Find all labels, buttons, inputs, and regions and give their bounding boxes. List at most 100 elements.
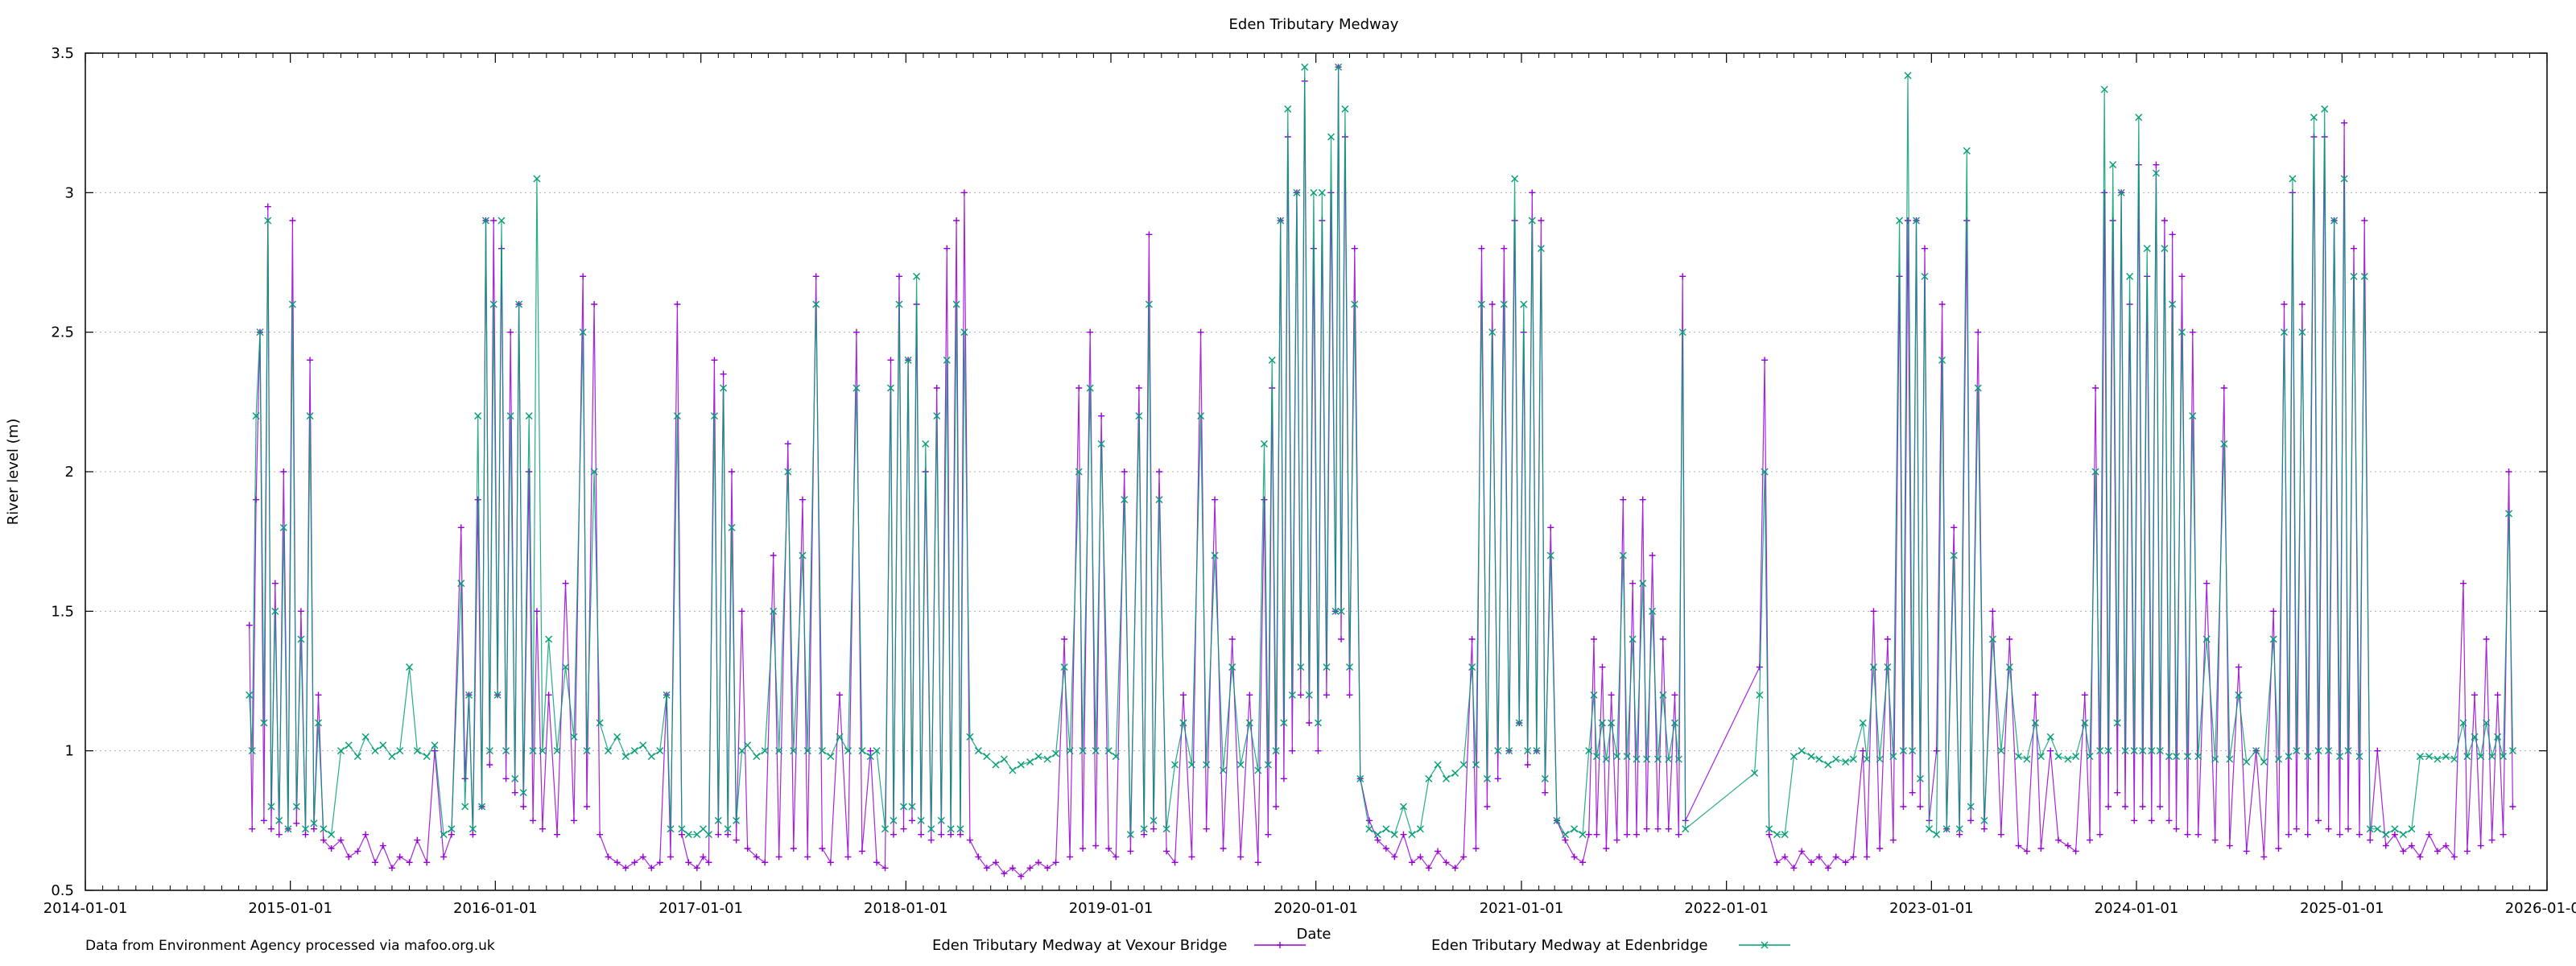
data-point bbox=[1756, 663, 1763, 671]
data-point bbox=[1382, 845, 1389, 852]
data-point bbox=[918, 831, 925, 838]
data-point bbox=[1121, 496, 1129, 504]
data-point bbox=[1542, 789, 1549, 796]
data-point bbox=[693, 865, 700, 872]
data-point bbox=[738, 747, 746, 755]
data-point bbox=[1832, 755, 1840, 763]
data-point bbox=[440, 853, 448, 861]
data-point bbox=[1264, 761, 1272, 769]
data-point bbox=[423, 859, 431, 866]
data-point bbox=[1092, 747, 1100, 755]
data-point bbox=[1141, 831, 1148, 838]
data-point bbox=[667, 853, 674, 861]
data-point bbox=[486, 762, 493, 768]
data-point bbox=[975, 853, 982, 861]
data-point bbox=[1443, 859, 1450, 866]
data-point bbox=[2104, 747, 2112, 755]
data-point bbox=[539, 825, 546, 832]
data-point bbox=[2072, 753, 2080, 761]
data-point bbox=[705, 859, 712, 866]
data-point bbox=[570, 733, 578, 741]
data-point bbox=[502, 747, 510, 755]
data-point bbox=[819, 845, 826, 852]
data-point bbox=[2336, 753, 2344, 761]
x-tick-label: 2026-01-01 bbox=[2505, 900, 2576, 917]
data-point bbox=[852, 328, 860, 336]
data-point bbox=[336, 747, 345, 755]
data-point bbox=[1365, 825, 1373, 833]
data-point bbox=[2494, 733, 2502, 741]
data-point bbox=[724, 825, 732, 833]
data-point bbox=[2202, 635, 2211, 643]
data-point bbox=[1211, 551, 1219, 559]
data-point bbox=[1187, 761, 1195, 769]
data-point bbox=[1126, 831, 1134, 839]
data-point bbox=[1140, 825, 1148, 833]
data-point bbox=[1682, 825, 1690, 833]
data-point bbox=[1955, 825, 1963, 833]
data-point bbox=[1104, 747, 1113, 755]
data-point bbox=[1815, 853, 1823, 861]
data-point bbox=[1624, 831, 1631, 838]
data-point bbox=[1390, 831, 1398, 839]
data-point bbox=[790, 747, 798, 755]
data-point bbox=[858, 848, 865, 855]
data-point bbox=[2109, 161, 2117, 169]
data-point bbox=[1260, 440, 1268, 448]
data-point bbox=[288, 300, 296, 308]
data-point bbox=[2235, 691, 2243, 699]
data-point bbox=[1261, 496, 1268, 503]
data-point bbox=[1009, 865, 1016, 872]
data-point bbox=[1356, 774, 1364, 782]
data-point bbox=[1338, 636, 1345, 642]
data-point bbox=[440, 831, 448, 839]
data-point bbox=[685, 859, 692, 866]
data-point bbox=[1351, 300, 1359, 308]
data-point bbox=[1018, 873, 1025, 880]
data-point bbox=[2477, 842, 2484, 849]
data-point bbox=[1478, 245, 1485, 252]
data-point bbox=[1459, 761, 1468, 769]
data-point bbox=[2072, 848, 2079, 855]
data-point bbox=[1212, 496, 1219, 503]
data-point bbox=[271, 607, 279, 615]
data-point bbox=[1654, 755, 1662, 763]
data-point bbox=[2459, 719, 2467, 727]
data-point bbox=[1649, 607, 1657, 615]
data-point bbox=[852, 384, 861, 392]
data-point bbox=[1608, 691, 1615, 699]
data-point bbox=[1220, 845, 1227, 852]
data-point bbox=[2183, 753, 2191, 761]
data-point bbox=[1579, 831, 1587, 839]
data-point bbox=[1341, 105, 1349, 113]
data-point bbox=[733, 816, 741, 824]
y-tick-label: 0.5 bbox=[51, 882, 74, 899]
data-point bbox=[2100, 85, 2108, 93]
data-point bbox=[1034, 859, 1042, 866]
data-point bbox=[1798, 747, 1806, 755]
data-point bbox=[1824, 865, 1831, 872]
data-point bbox=[1323, 663, 1331, 671]
x-tick-label: 2018-01-01 bbox=[864, 900, 948, 917]
data-point bbox=[2220, 440, 2228, 448]
data-point bbox=[1849, 755, 1857, 763]
data-point bbox=[1593, 753, 1600, 761]
data-point bbox=[1135, 412, 1143, 420]
data-point bbox=[1773, 831, 1781, 839]
data-point bbox=[2091, 468, 2099, 476]
data-point bbox=[895, 300, 903, 308]
data-point bbox=[744, 845, 751, 852]
data-point bbox=[784, 440, 791, 448]
data-point bbox=[2350, 245, 2357, 252]
data-point bbox=[2178, 328, 2186, 336]
data-point bbox=[1472, 845, 1480, 852]
data-point bbox=[2148, 817, 2155, 824]
data-point bbox=[613, 859, 621, 866]
data-point bbox=[1643, 755, 1651, 763]
data-point bbox=[983, 753, 991, 761]
data-point bbox=[605, 747, 613, 755]
data-point bbox=[264, 203, 271, 210]
data-point bbox=[937, 816, 945, 824]
data-point bbox=[1781, 831, 1789, 839]
data-point bbox=[2330, 217, 2339, 225]
